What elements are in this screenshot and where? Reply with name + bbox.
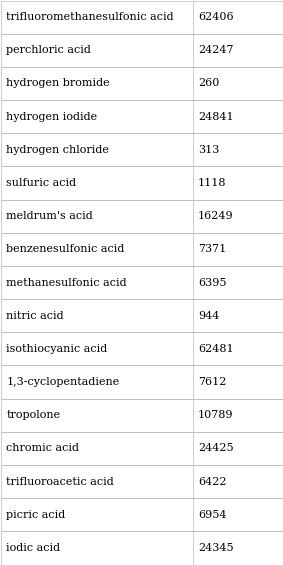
- Text: 10789: 10789: [198, 410, 233, 420]
- Text: 62406: 62406: [198, 12, 233, 22]
- Bar: [1, 531, 282, 564]
- Bar: [1, 67, 282, 100]
- Text: nitric acid: nitric acid: [7, 311, 64, 321]
- Text: hydrogen chloride: hydrogen chloride: [7, 145, 109, 155]
- Text: isothiocyanic acid: isothiocyanic acid: [7, 344, 108, 354]
- Text: methanesulfonic acid: methanesulfonic acid: [7, 277, 127, 288]
- Text: 313: 313: [198, 145, 219, 155]
- Bar: [1, 100, 282, 133]
- Text: meldrum's acid: meldrum's acid: [7, 211, 93, 221]
- Text: 260: 260: [198, 79, 219, 89]
- Text: 1118: 1118: [198, 178, 226, 188]
- Bar: [1, 399, 282, 432]
- Bar: [1, 498, 282, 531]
- Text: hydrogen bromide: hydrogen bromide: [7, 79, 110, 89]
- Bar: [1, 332, 282, 366]
- Text: 16249: 16249: [198, 211, 233, 221]
- Text: 6954: 6954: [198, 510, 226, 520]
- Text: hydrogen iodide: hydrogen iodide: [7, 112, 98, 121]
- Text: 24345: 24345: [198, 543, 233, 553]
- Text: 24425: 24425: [198, 444, 233, 453]
- Bar: [1, 299, 282, 332]
- Text: perchloric acid: perchloric acid: [7, 45, 91, 55]
- Text: 7612: 7612: [198, 377, 226, 387]
- Bar: [1, 199, 282, 233]
- Text: 62481: 62481: [198, 344, 233, 354]
- Text: 6395: 6395: [198, 277, 226, 288]
- Bar: [1, 133, 282, 166]
- Text: 24247: 24247: [198, 45, 233, 55]
- Text: trifluoromethanesulfonic acid: trifluoromethanesulfonic acid: [7, 12, 174, 22]
- Text: sulfuric acid: sulfuric acid: [7, 178, 77, 188]
- Bar: [1, 233, 282, 266]
- Bar: [1, 465, 282, 498]
- Text: iodic acid: iodic acid: [7, 543, 61, 553]
- Text: 6422: 6422: [198, 476, 226, 486]
- Text: 1,3-cyclopentadiene: 1,3-cyclopentadiene: [7, 377, 120, 387]
- Bar: [1, 166, 282, 199]
- Bar: [1, 1, 282, 34]
- Text: picric acid: picric acid: [7, 510, 66, 520]
- Bar: [1, 34, 282, 67]
- Text: tropolone: tropolone: [7, 410, 61, 420]
- Bar: [1, 266, 282, 299]
- Text: 7371: 7371: [198, 244, 226, 254]
- Bar: [1, 432, 282, 465]
- Text: 24841: 24841: [198, 112, 233, 121]
- Text: trifluoroacetic acid: trifluoroacetic acid: [7, 476, 114, 486]
- Text: 944: 944: [198, 311, 219, 321]
- Text: benzenesulfonic acid: benzenesulfonic acid: [7, 244, 125, 254]
- Bar: [1, 366, 282, 399]
- Text: chromic acid: chromic acid: [7, 444, 80, 453]
